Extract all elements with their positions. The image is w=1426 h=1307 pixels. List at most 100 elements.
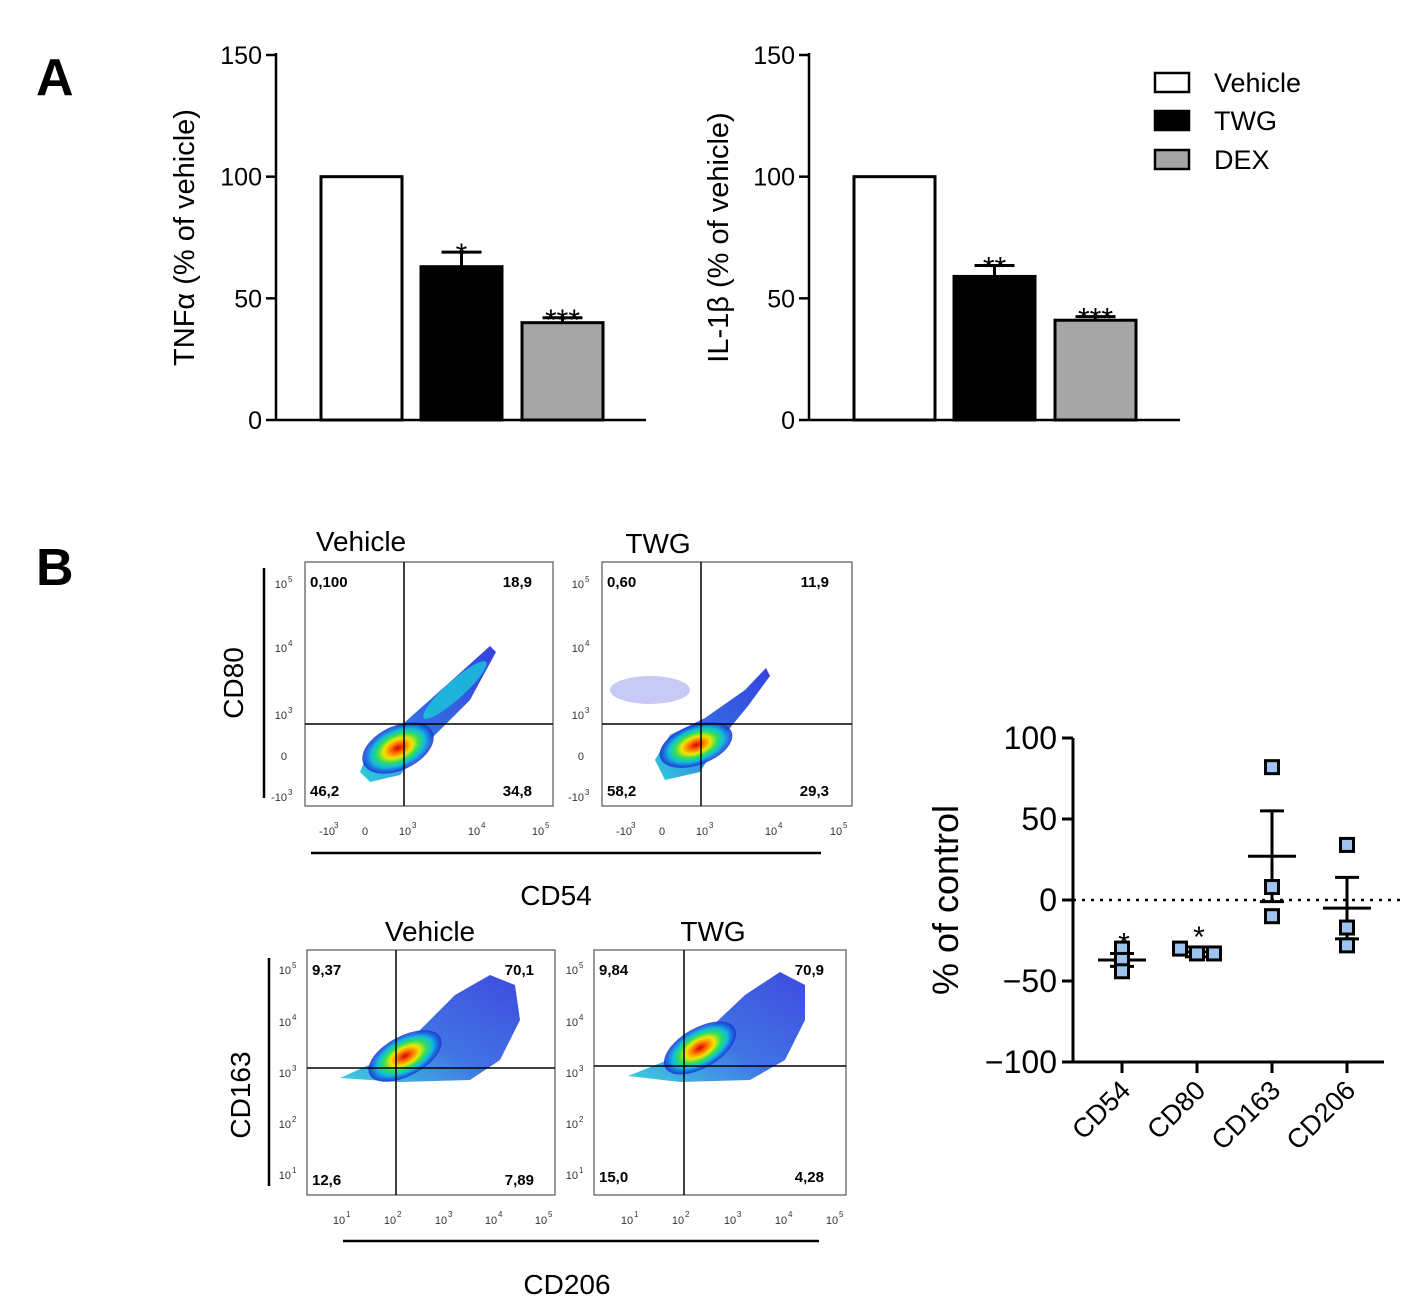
y-tick-label: 100 — [1004, 720, 1057, 756]
flow-y-tick-label: 10 — [566, 1068, 578, 1080]
quadrant-upper-right: 70,9 — [795, 962, 824, 979]
y-tick-label: 150 — [753, 42, 795, 70]
flow-y-tick-label: 10 — [572, 579, 584, 591]
quadrant-lower-right: 7,89 — [505, 1172, 534, 1189]
flow-title-vehicle-2: Vehicle — [385, 916, 475, 947]
x-tick-label-cd163: CD163 — [1206, 1075, 1287, 1156]
flow-x-tick-label: 10 — [435, 1215, 447, 1227]
flow-x-tick-exponent: 3 — [412, 821, 417, 830]
quadrant-upper-left: 0,60 — [607, 574, 636, 591]
bar-vehicle — [852, 175, 937, 422]
flow-x-tick-exponent: 3 — [448, 1210, 453, 1219]
flow-title-twg-2: TWG — [680, 916, 745, 947]
flow-x-tick-exponent: 1 — [634, 1210, 639, 1219]
flow-y-tick-label: 0 — [578, 751, 584, 763]
significance-marker: ** — [983, 251, 1007, 284]
significance-marker: * — [1118, 927, 1130, 960]
flow-x-tick-label: 10 — [535, 1215, 547, 1227]
legend-swatch-vehicle — [1153, 71, 1191, 94]
quadrant-upper-right: 18,9 — [503, 574, 532, 591]
flow-title-twg-1: TWG — [625, 528, 690, 559]
y-tick-label: 150 — [220, 42, 262, 70]
flow-x-tick-label: 10 — [672, 1215, 684, 1227]
flow-x-tick-exponent: 2 — [397, 1210, 402, 1219]
flow-x-tick-exponent: 3 — [709, 821, 714, 830]
flow-x-tick-exponent: 4 — [778, 821, 783, 830]
legend-label-twg: TWG — [1214, 106, 1277, 136]
flow-x-tick-label: 10 — [399, 826, 411, 838]
data-point — [1339, 836, 1355, 853]
flow-x-tick-exponent: 2 — [685, 1210, 690, 1219]
legend-swatch-twg — [1153, 109, 1191, 132]
flow-x-tick-label: 10 — [826, 1215, 838, 1227]
y-tick-label: 0 — [781, 407, 795, 435]
data-point — [1339, 937, 1355, 954]
quadrant-upper-left: 9,84 — [599, 962, 629, 979]
quadrant-upper-right: 11,9 — [801, 574, 829, 591]
data-point — [1339, 919, 1355, 936]
flow-density-cloud — [628, 972, 805, 1082]
percent-control-dot-plot: 100 50 0 −50 −100 % of control CD54 * CD80 * CD163… — [925, 720, 1400, 1156]
bar-twg — [419, 265, 504, 422]
bar-twg — [952, 274, 1037, 422]
flow-x-tick-label: -10 — [319, 826, 335, 838]
flow-density-cloud — [360, 646, 496, 782]
flow-y-tick-exponent: 3 — [288, 706, 293, 715]
flow-y-tick-label: 10 — [279, 1119, 291, 1131]
flow-y-tick-exponent: 4 — [579, 1013, 584, 1022]
significance-marker: * — [1193, 921, 1205, 954]
flow-x-tick-label: 10 — [384, 1215, 396, 1227]
flow-x-tick-label: 10 — [696, 826, 708, 838]
flow-y-tick-label: -10 — [568, 792, 584, 804]
significance-marker: *** — [1078, 303, 1113, 336]
flow-x-tick-label: 10 — [621, 1215, 633, 1227]
flow-x-tick-label: 10 — [485, 1215, 497, 1227]
flow-y-tick-label: 10 — [279, 1017, 291, 1029]
legend-label-dex: DEX — [1214, 145, 1270, 175]
quadrant-upper-left: 0,100 — [310, 574, 348, 591]
quadrant-lower-left: 15,0 — [599, 1169, 628, 1186]
y-tick-label: −50 — [1003, 963, 1057, 999]
flow-y-label-cd80: CD80 — [218, 647, 249, 719]
quadrant-lower-right: 29,3 — [800, 783, 829, 800]
flow-y-tick-label: 10 — [279, 1068, 291, 1080]
flow-x-tick-label: 10 — [468, 826, 480, 838]
flow-x-tick-exponent: 4 — [788, 1210, 793, 1219]
flow-x-tick-label: 10 — [532, 826, 544, 838]
flow-y-tick-exponent: 3 — [585, 706, 590, 715]
flow-x-tick-label: 0 — [362, 826, 368, 838]
flow-y-tick-exponent: 2 — [292, 1115, 297, 1124]
flow-y-tick-exponent: 3 — [579, 1064, 584, 1073]
flow-y-tick-exponent: 3 — [585, 788, 590, 797]
flow-x-tick-exponent: 5 — [839, 1210, 844, 1219]
quadrant-lower-left: 46,2 — [310, 783, 339, 800]
flow-y-tick-label: -10 — [271, 792, 287, 804]
flow-y-tick-label: 10 — [275, 710, 287, 722]
y-axis-label: TNFα (% of vehicle) — [169, 109, 201, 366]
flow-x-tick-label: 10 — [333, 1215, 345, 1227]
quadrant-lower-left: 58,2 — [607, 783, 636, 800]
flow-y-tick-exponent: 3 — [292, 1064, 297, 1073]
flow-x-tick-exponent: 5 — [548, 1210, 553, 1219]
flow-x-tick-exponent: 4 — [481, 821, 486, 830]
quadrant-upper-left: 9,37 — [312, 962, 341, 979]
data-point — [1114, 963, 1130, 980]
flow-x-tick-exponent: 4 — [498, 1210, 503, 1219]
data-point — [1172, 940, 1188, 957]
flow-y-tick-exponent: 5 — [288, 575, 293, 584]
legend-swatch-dex — [1153, 148, 1191, 171]
quadrant-lower-left: 12,6 — [312, 1172, 341, 1189]
y-tick-label: 100 — [753, 164, 795, 192]
flow-y-label-cd163: CD163 — [225, 1051, 256, 1138]
x-tick-label-cd54: CD54 — [1066, 1075, 1136, 1145]
flow-x-tick-label: 10 — [830, 826, 842, 838]
flow-y-tick-exponent: 3 — [288, 788, 293, 797]
quadrant-lower-right: 34,8 — [503, 783, 532, 800]
significance-marker: * — [456, 238, 468, 271]
flow-y-tick-label: 10 — [572, 710, 584, 722]
flow-density-cloud — [340, 975, 520, 1082]
flow-x-tick-exponent: 3 — [334, 821, 339, 830]
y-tick-label: 100 — [220, 164, 262, 192]
